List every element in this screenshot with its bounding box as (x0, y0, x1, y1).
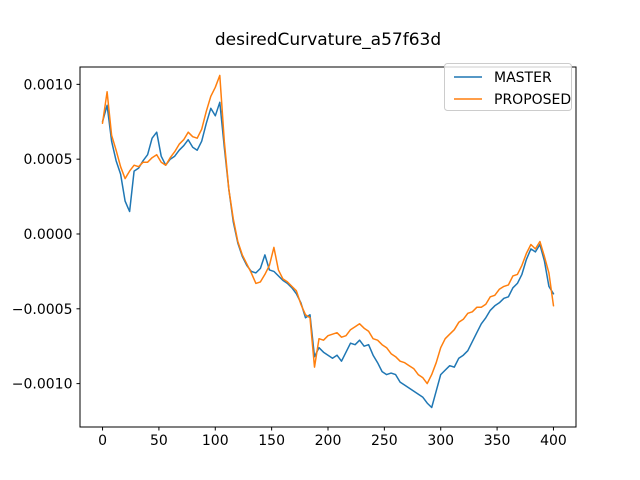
y-tick-label: −0.0005 (12, 302, 73, 318)
y-tick-label: 0.0010 (24, 77, 73, 93)
y-tick-label: 0.0005 (24, 152, 73, 168)
series-line-proposed (101, 74, 555, 385)
x-tick-label: 50 (150, 433, 168, 449)
x-tick-label: 350 (484, 433, 511, 449)
x-tick-label: 250 (371, 433, 398, 449)
x-tick-label: 0 (98, 433, 107, 449)
x-tick-label: 100 (202, 433, 229, 449)
chart-title: desiredCurvature_a57f63d (215, 30, 441, 50)
y-tick-label: 0.0000 (24, 227, 73, 243)
x-tick-label: 150 (258, 433, 285, 449)
x-tick-label: 300 (427, 433, 454, 449)
y-tick-label: −0.0010 (12, 377, 73, 393)
legend: MASTER PROPOSED (444, 63, 572, 111)
plot-area: 0 50 100 150 200 250 300 350 400 0.0010 0.0005 0.00… (12, 66, 577, 449)
series-line-master (101, 101, 555, 409)
axes-frame (79, 66, 577, 428)
legend-label-proposed: PROPOSED (494, 92, 571, 108)
x-tick-label: 200 (315, 433, 342, 449)
x-tick-label: 400 (540, 433, 567, 449)
legend-label-master: MASTER (494, 70, 552, 86)
